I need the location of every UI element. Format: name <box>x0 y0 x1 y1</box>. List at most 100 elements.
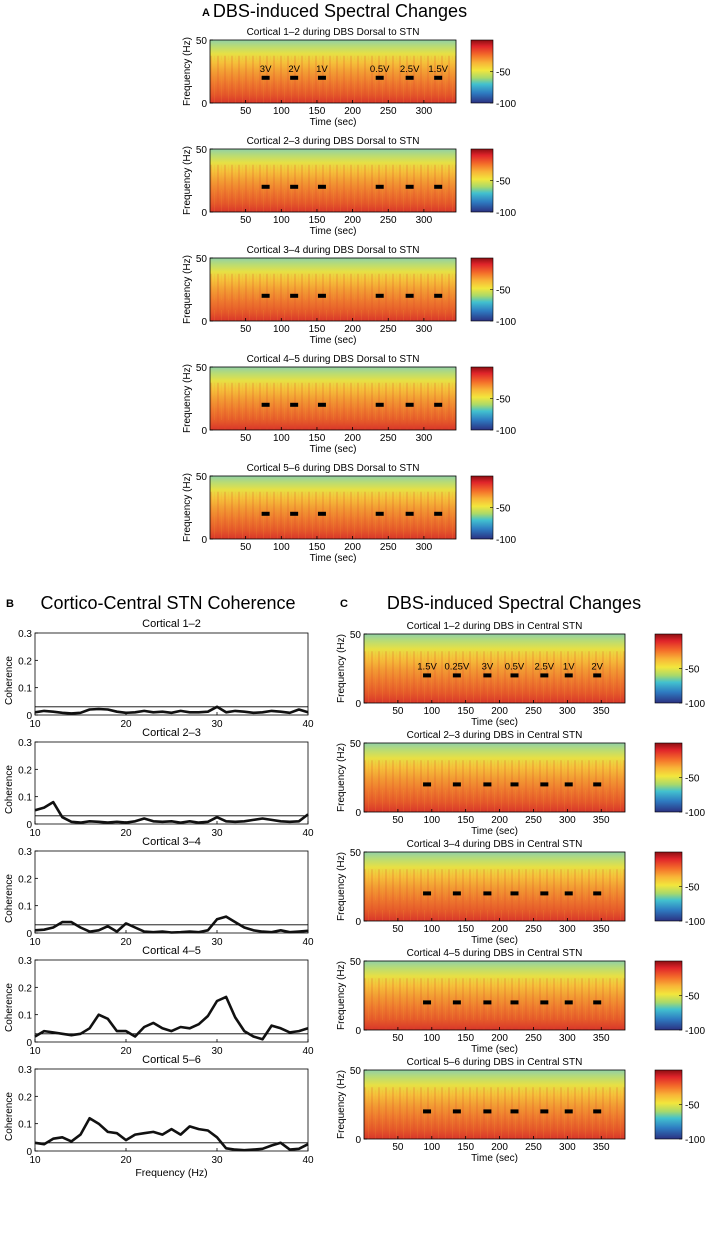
colorbar-tick-label: -50 <box>685 774 700 785</box>
y-tick-label: 0 <box>201 208 207 219</box>
y-axis-label: Frequency (Hz) <box>336 743 347 812</box>
x-tick-label: 50 <box>392 1142 404 1153</box>
y-tick-label: 0.1 <box>18 684 32 695</box>
y-axis-label: Frequency (Hz) <box>182 364 193 433</box>
stim-marker <box>452 1109 461 1114</box>
y-tick-label: 50 <box>350 848 362 859</box>
x-tick-label: 100 <box>423 924 440 935</box>
voltage-label: 1.5V <box>417 661 437 672</box>
y-tick-label: 0 <box>355 699 361 710</box>
x-axis-label: Time (sec) <box>310 553 357 564</box>
y-tick-label: 0.1 <box>18 902 32 913</box>
y-tick-label: 50 <box>196 472 208 483</box>
stim-marker <box>510 1109 519 1114</box>
spectrogram-texture <box>210 491 456 539</box>
subplot-title: Cortical 2–3 <box>142 727 201 739</box>
colorbar <box>654 851 683 922</box>
x-tick-label: 20 <box>120 1155 132 1166</box>
x-tick-label: 250 <box>380 215 397 226</box>
y-tick-label: 0.2 <box>18 1092 32 1103</box>
plot-frame <box>34 741 309 825</box>
coherence-subplot-2: Cortical 2–3 0 0.1 0.2 0.3 10 20 30 40 Coherence <box>4 727 314 839</box>
colorbar-tick-label: -100 <box>496 426 516 437</box>
stim-marker <box>452 673 461 678</box>
stim-marker <box>564 1000 573 1005</box>
x-tick-label: 250 <box>525 924 542 935</box>
stim-marker <box>423 673 432 678</box>
panel-c-title: DBS-induced Spectral Changes <box>387 593 641 613</box>
y-tick-label: 50 <box>196 363 208 374</box>
plot-frame <box>363 851 626 922</box>
y-axis-label: Frequency (Hz) <box>336 852 347 921</box>
x-tick-label: 200 <box>344 215 361 226</box>
stim-marker <box>593 1000 602 1005</box>
x-tick-label: 100 <box>423 706 440 717</box>
x-tick-label: 150 <box>457 706 474 717</box>
plot-frame <box>363 960 626 1031</box>
coherence-subplot-5: Cortical 5–6 0 0.1 0.2 0.3 10 20 30 40 Coherence F… <box>4 1054 314 1179</box>
stim-marker <box>423 782 432 787</box>
x-tick-label: 350 <box>593 815 610 826</box>
y-tick-label: 0.1 <box>18 1011 32 1022</box>
x-tick-label: 250 <box>380 324 397 335</box>
stim-marker <box>375 75 384 80</box>
plot-frame <box>34 959 309 1043</box>
y-axis-label: Frequency (Hz) <box>182 37 193 106</box>
plot-frame <box>363 633 626 704</box>
subplot-title: Cortical 2–3 during DBS Dorsal to STN <box>247 136 420 147</box>
voltage-label: 3V <box>260 64 272 75</box>
stim-marker <box>540 891 549 896</box>
subplot-title: Cortical 3–4 during DBS Dorsal to STN <box>247 245 420 256</box>
stim-marker <box>434 75 443 80</box>
spectrogram-texture <box>210 164 456 212</box>
x-tick-label: 200 <box>491 706 508 717</box>
stim-marker <box>317 511 326 516</box>
x-tick-label: 300 <box>416 324 433 335</box>
plot-frame <box>363 742 626 813</box>
x-axis-label: Time (sec) <box>310 226 357 237</box>
stim-marker <box>452 782 461 787</box>
stim-marker <box>290 511 299 516</box>
plot-frame <box>34 1068 309 1152</box>
x-tick-label: 250 <box>380 542 397 553</box>
x-tick-label: 30 <box>211 1046 223 1057</box>
subplot-title: Cortical 4–5 <box>142 945 201 957</box>
x-tick-label: 50 <box>240 215 252 226</box>
y-axis-label: Frequency (Hz) <box>182 146 193 215</box>
panel-c-spectrograms: Cortical 1–2 during DBS in Central STN 50… <box>336 621 705 1164</box>
voltage-label: 1V <box>563 661 575 672</box>
voltage-label: 1V <box>316 64 328 75</box>
stim-marker <box>405 184 414 189</box>
x-tick-label: 100 <box>273 106 290 117</box>
colorbar <box>470 475 494 540</box>
x-tick-label: 30 <box>211 1155 223 1166</box>
stim-marker <box>510 1000 519 1005</box>
panel-a-subplot-5: Cortical 5–6 during DBS Dorsal to STN 50 0… <box>182 463 516 564</box>
x-tick-label: 100 <box>423 815 440 826</box>
spectrogram-texture <box>210 55 456 103</box>
subplot-title: Cortical 4–5 during DBS Dorsal to STN <box>247 354 420 365</box>
x-tick-label: 250 <box>525 706 542 717</box>
coherence-subplot-1: Cortical 1–2 0 0.1 0.2 0.3 10 20 30 40 Coherence <box>4 618 314 730</box>
y-tick-label: 0.3 <box>18 629 32 640</box>
stim-marker <box>423 1109 432 1114</box>
x-tick-label: 40 <box>302 719 314 730</box>
y-tick-label: 0 <box>201 99 207 110</box>
x-tick-label: 50 <box>392 1033 404 1044</box>
x-tick-label: 300 <box>559 924 576 935</box>
x-tick-label: 150 <box>309 215 326 226</box>
subplot-title: Cortical 5–6 during DBS Dorsal to STN <box>247 463 420 474</box>
y-tick-label: 0.1 <box>18 1120 32 1131</box>
x-tick-label: 200 <box>491 1033 508 1044</box>
x-tick-label: 100 <box>273 433 290 444</box>
stim-marker <box>593 782 602 787</box>
x-tick-label: 50 <box>392 815 404 826</box>
stim-marker <box>405 511 414 516</box>
stim-marker <box>434 511 443 516</box>
coherence-line <box>34 800 309 824</box>
x-tick-label: 150 <box>457 1033 474 1044</box>
x-tick-label: 40 <box>302 828 314 839</box>
subplot-title: Cortical 3–4 <box>142 836 201 848</box>
coherence-subplot-3: Cortical 3–4 0 0.1 0.2 0.3 10 20 30 40 Coherence <box>4 836 314 948</box>
y-tick-label: 0 <box>26 820 32 831</box>
